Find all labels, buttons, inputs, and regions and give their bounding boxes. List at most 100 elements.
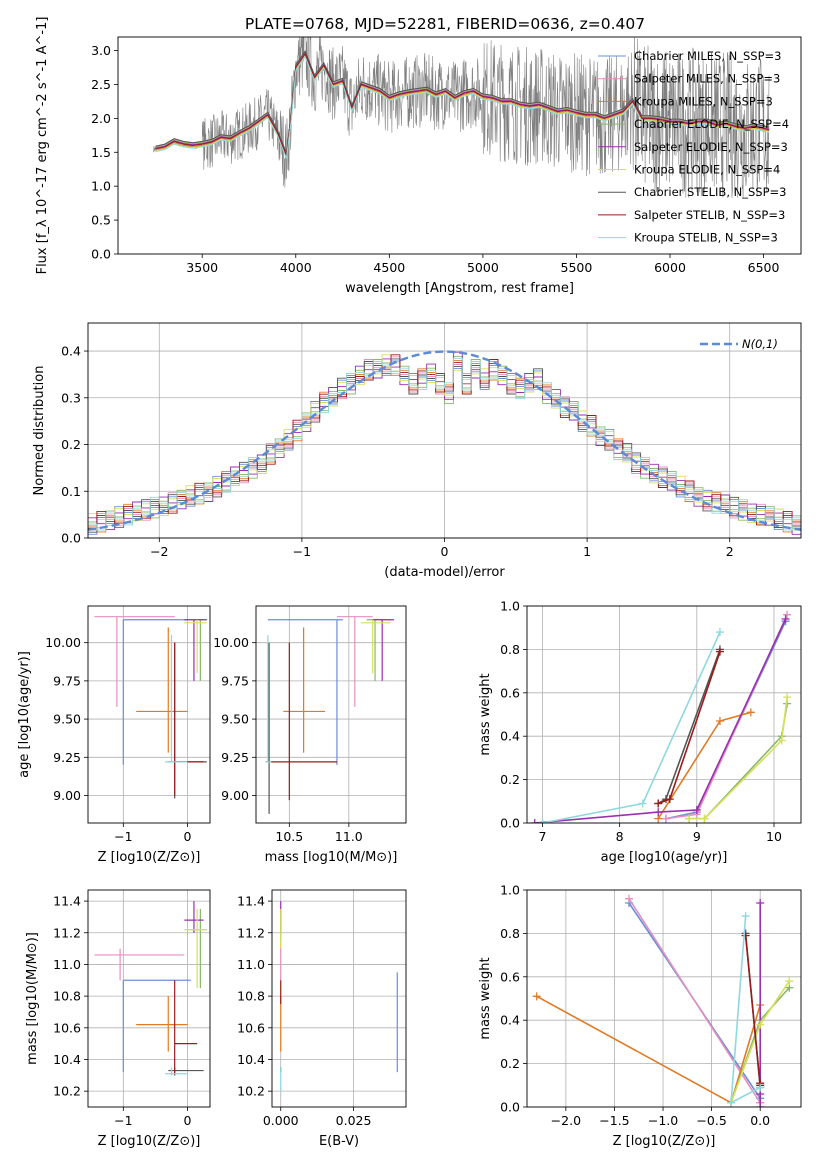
x-tick-label: 9 bbox=[693, 829, 701, 844]
y-tick-label: 0.0 bbox=[500, 816, 520, 831]
weight-marker-series-4 bbox=[530, 819, 539, 823]
y-axis-label: Flux [f_λ 10^-17 erg cm^-2 s^-1 A^-1] bbox=[35, 17, 50, 275]
panel-age-vs-Z: −1 0 9.00 9.25 9.50 9.75 10.00 Z [log10(Z/Z⊙)] a… bbox=[17, 605, 211, 865]
residual-histogram-series-6 bbox=[88, 358, 801, 533]
weight-marker-series-5 bbox=[785, 977, 794, 986]
weight-line-series-2 bbox=[657, 711, 752, 820]
y-tick-label: 9.00 bbox=[221, 788, 249, 803]
weight-marker-series-1 bbox=[661, 814, 670, 823]
x-tick-label: 6000 bbox=[654, 260, 686, 275]
y-tick-label: 11.4 bbox=[53, 894, 81, 909]
weight-marker-series-2 bbox=[715, 717, 724, 726]
y-tick-label: 0.4 bbox=[500, 729, 520, 744]
x-tick-label: −2.0 bbox=[551, 1113, 581, 1128]
legend-label-3: Chabrier ELODIE, N_SSP=4 bbox=[634, 117, 789, 131]
weight-line-series-1 bbox=[665, 614, 788, 820]
axes-frame bbox=[271, 889, 407, 1108]
y-tick-label: 10.00 bbox=[213, 635, 249, 650]
weight-marker-series-8 bbox=[727, 1098, 736, 1107]
normal-distribution-curve bbox=[88, 350, 801, 531]
y-tick-label: 1.0 bbox=[500, 883, 520, 898]
y-tick-label: 1.0 bbox=[500, 599, 520, 614]
weight-line-series-4 bbox=[534, 618, 787, 823]
x-axis-label: (data-model)/error bbox=[384, 565, 505, 580]
axes-frame bbox=[87, 605, 211, 824]
axes-frame bbox=[87, 889, 211, 1108]
y-tick-label: 10.00 bbox=[45, 635, 81, 650]
spectrum-legend: Chabrier MILES, N_SSP=3 Salpeter MILES, N… bbox=[598, 49, 789, 245]
x-tick-label: 2 bbox=[726, 544, 734, 559]
y-tick-label: 1.5 bbox=[91, 145, 111, 160]
y-axis-label: mass weight bbox=[478, 957, 493, 1039]
x-axis-label: E(B-V) bbox=[319, 1134, 359, 1149]
y-tick-label: 11.2 bbox=[237, 925, 265, 940]
y-axis-label: age [log10(age/yr)] bbox=[17, 651, 32, 778]
y-tick-label: 2.0 bbox=[91, 111, 111, 126]
y-tick-label: 1.0 bbox=[91, 179, 111, 194]
x-tick-label: 11.0 bbox=[335, 829, 363, 844]
axes-frame bbox=[87, 322, 802, 539]
x-tick-label: 4000 bbox=[280, 260, 312, 275]
x-tick-label: 0.0 bbox=[750, 1113, 770, 1128]
x-tick-label: 0 bbox=[184, 829, 192, 844]
y-tick-label: 11.4 bbox=[237, 894, 265, 909]
axes-frame bbox=[255, 605, 407, 824]
legend-label-7: Salpeter STELIB, N_SSP=3 bbox=[634, 208, 785, 222]
y-tick-label: 0.3 bbox=[61, 390, 81, 405]
plot-area bbox=[280, 901, 398, 1092]
y-tick-label: 0.0 bbox=[61, 531, 81, 546]
y-tick-label: 0.2 bbox=[500, 1056, 520, 1071]
weight-marker-series-4 bbox=[654, 808, 663, 817]
weight-marker-series-5 bbox=[777, 736, 786, 745]
x-tick-label: 0 bbox=[441, 544, 449, 559]
x-tick-label: 0 bbox=[184, 1113, 192, 1128]
figure-title: PLATE=0768, MJD=52281, FIBERID=0636, z=0… bbox=[245, 15, 645, 33]
x-tick-label: −1 bbox=[114, 1113, 132, 1128]
panel-mass-vs-Z: −1 0 10.2 10.4 10.6 10.8 11.0 11.2 11.4 Z [log10(… bbox=[25, 889, 211, 1149]
model-spectrum-series-8 bbox=[155, 55, 770, 159]
weight-marker-series-5 bbox=[685, 814, 694, 823]
panel-weight-vs-age: 7 8 9 10 0.0 0.2 0.4 0.6 0.8 1.0 age [log10(age/yr… bbox=[478, 599, 802, 865]
x-tick-label: 7 bbox=[538, 829, 546, 844]
weight-marker-series-8 bbox=[638, 799, 647, 808]
plot-area bbox=[119, 37, 770, 254]
x-tick-label: 3500 bbox=[186, 260, 218, 275]
y-tick-label: 10.4 bbox=[53, 1052, 81, 1067]
model-spectrum-series-6 bbox=[155, 50, 770, 154]
x-tick-label: −2 bbox=[150, 544, 168, 559]
y-tick-label: 0.4 bbox=[61, 344, 81, 359]
plot-area bbox=[94, 616, 207, 799]
plot-area bbox=[94, 901, 207, 1076]
model-spectrum-series-2 bbox=[155, 54, 770, 158]
x-tick-label: 0.025 bbox=[336, 1113, 372, 1128]
weight-marker-series-4 bbox=[756, 899, 765, 908]
x-tick-label: 5500 bbox=[561, 260, 593, 275]
weight-marker-series-8 bbox=[538, 819, 547, 823]
x-tick-label: −1 bbox=[114, 829, 132, 844]
x-axis-label: Z [log10(Z/Z⊙)] bbox=[98, 1134, 201, 1149]
y-axis-label: mass [log10(M/M⊙)] bbox=[25, 932, 40, 1065]
y-tick-label: 11.0 bbox=[53, 957, 81, 972]
y-tick-label: 0.0 bbox=[500, 1100, 520, 1115]
y-tick-label: 0.8 bbox=[500, 926, 520, 941]
x-axis-label: Z [log10(Z/Z⊙)] bbox=[613, 1134, 716, 1149]
weight-marker-series-4 bbox=[692, 805, 701, 814]
x-tick-label: 1 bbox=[583, 544, 591, 559]
x-tick-label: 10 bbox=[766, 829, 782, 844]
x-tick-label: 8 bbox=[616, 829, 624, 844]
x-tick-label: 6500 bbox=[748, 260, 780, 275]
model-spectrum-series-7 bbox=[155, 52, 770, 156]
y-tick-label: 9.00 bbox=[53, 788, 81, 803]
y-tick-label: 9.75 bbox=[53, 673, 81, 688]
y-tick-label: 0.0 bbox=[91, 247, 111, 262]
weight-marker-series-7 bbox=[665, 795, 674, 804]
x-tick-label: 0.000 bbox=[263, 1113, 299, 1128]
residual-histogram-series-8 bbox=[88, 357, 801, 531]
y-tick-label: 0.6 bbox=[500, 685, 520, 700]
panel-mass-vs-EBV: 0.000 0.025 10.2 10.4 10.6 10.8 11.0 11.2 11.4 E(… bbox=[237, 889, 407, 1149]
weight-marker-series-8 bbox=[756, 1083, 765, 1092]
axes-frame bbox=[117, 36, 802, 255]
y-axis-label: Normed distribution bbox=[32, 366, 47, 496]
weight-line-series-1 bbox=[628, 898, 761, 1104]
normal-legend-label: N(0,1) bbox=[742, 337, 778, 351]
